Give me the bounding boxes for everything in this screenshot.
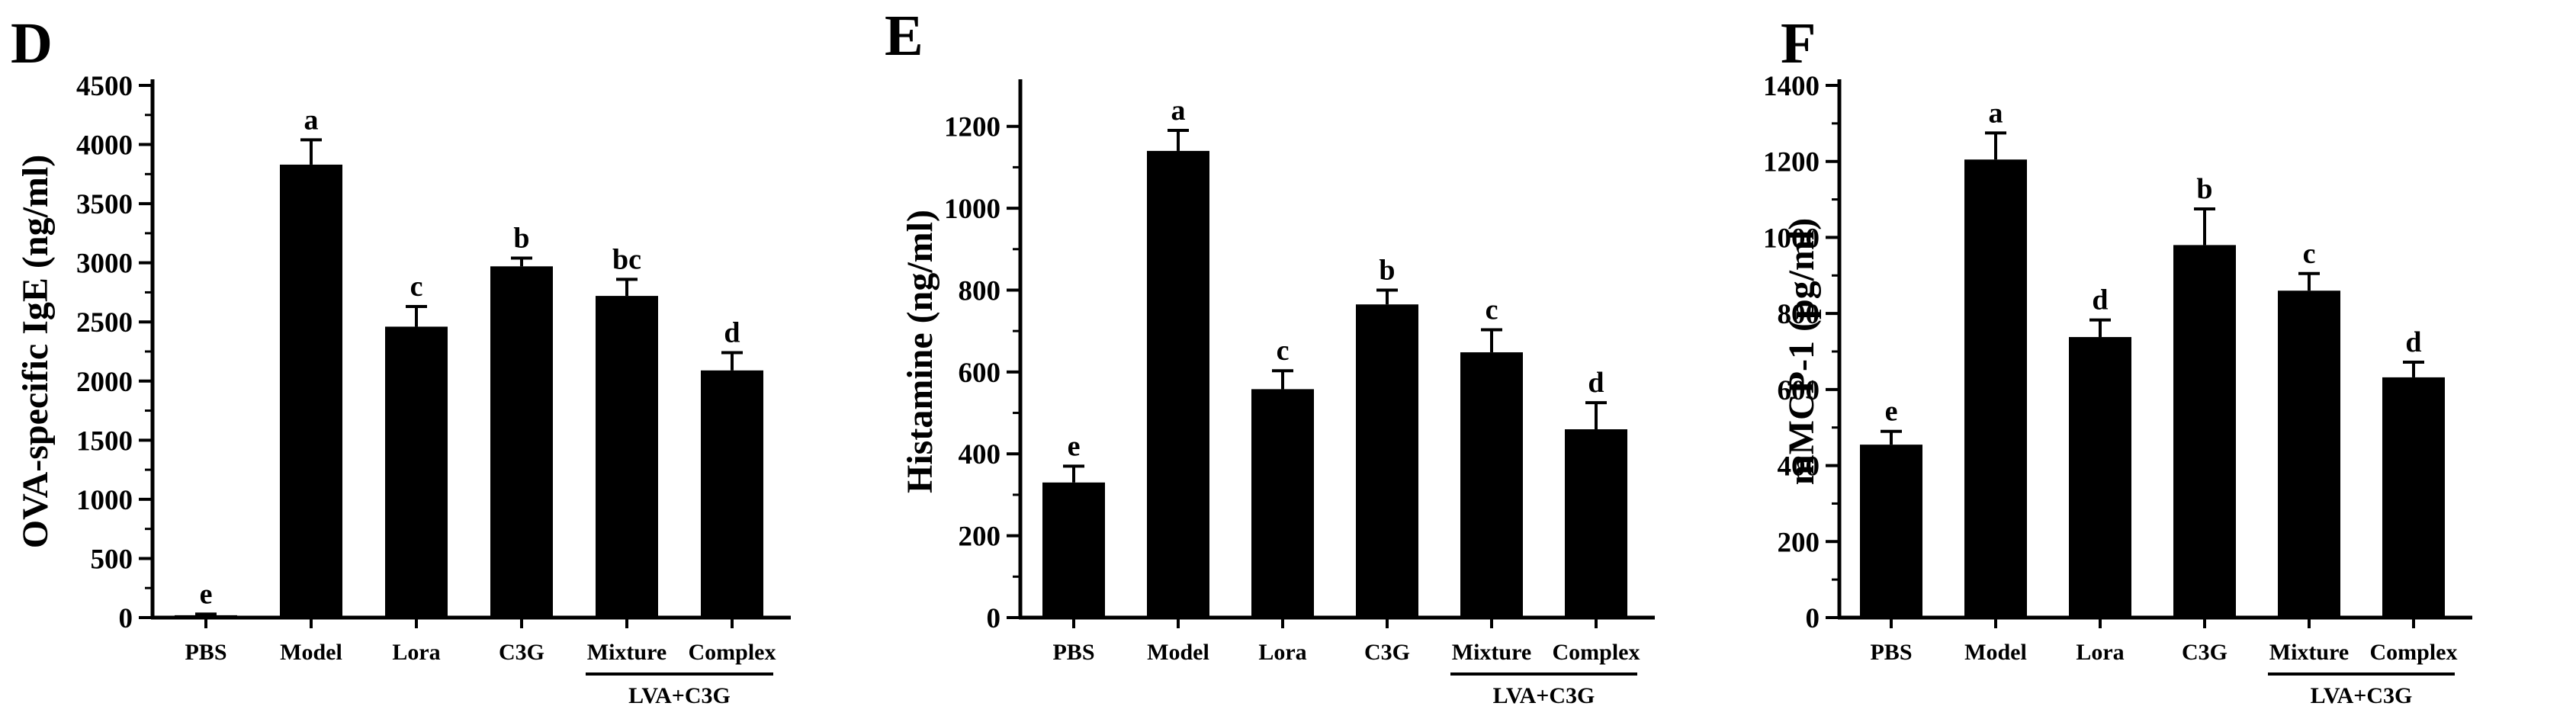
y-tick-label: 200	[1778, 527, 1820, 558]
bar	[1565, 429, 1627, 618]
panel-letter: D	[11, 11, 53, 75]
bar	[2382, 377, 2445, 618]
bar	[490, 266, 553, 618]
y-tick-label: 1000	[944, 194, 1001, 225]
x-tick-label: Complex	[689, 640, 776, 665]
y-tick-label: 3000	[76, 249, 133, 280]
significance-label: d	[724, 317, 740, 349]
bar	[280, 164, 342, 618]
significance-label: c	[1277, 335, 1290, 367]
y-tick-label: 1500	[76, 425, 133, 457]
x-tick-label: Mixture	[587, 640, 666, 665]
y-tick-label: 4500	[76, 71, 133, 102]
bar	[1251, 389, 1314, 618]
x-tick-label: Mixture	[2269, 640, 2349, 665]
bar	[2278, 290, 2340, 618]
y-tick-label: 1400	[1763, 71, 1820, 102]
bar	[1042, 482, 1105, 618]
y-axis-label: Histamine (ng/ml)	[900, 210, 940, 493]
y-axis-label: mMCP-1 (pg/ml)	[1781, 218, 1822, 486]
y-tick-label: 1000	[76, 485, 133, 516]
significance-label: e	[200, 578, 213, 610]
significance-label: b	[513, 222, 529, 254]
y-tick-label: 600	[1778, 375, 1820, 406]
significance-label: e	[1068, 430, 1081, 462]
x-tick-label: C3G	[499, 640, 544, 665]
group-label: LVA+C3G	[628, 683, 731, 708]
y-tick-label: 400	[1778, 451, 1820, 483]
significance-label: a	[1989, 97, 2003, 129]
y-axis-label: OVA-specific IgE (ng/ml)	[15, 155, 56, 548]
x-tick-label: Model	[1147, 640, 1209, 665]
x-tick-label: PBS	[1052, 640, 1094, 665]
significance-label: e	[1885, 396, 1898, 428]
y-tick-label: 600	[959, 358, 1001, 389]
significance-label: b	[1379, 254, 1395, 286]
y-tick-label: 800	[959, 275, 1001, 307]
x-tick-label: Lora	[2076, 640, 2124, 665]
group-label: LVA+C3G	[2311, 683, 2413, 708]
y-tick-label: 4000	[76, 130, 133, 162]
significance-label: b	[2196, 173, 2212, 205]
x-tick-label: PBS	[1870, 640, 1912, 665]
y-tick-label: 500	[91, 544, 133, 575]
y-tick-label: 0	[119, 603, 133, 634]
y-tick-label: 400	[959, 439, 1001, 470]
y-tick-label: 800	[1778, 299, 1820, 330]
x-tick-label: Model	[280, 640, 342, 665]
x-tick-label: C3G	[2182, 640, 2228, 665]
y-tick-label: 1200	[944, 112, 1001, 143]
x-tick-label: PBS	[185, 640, 226, 665]
bar	[1964, 159, 2027, 618]
significance-label: d	[1588, 367, 1604, 399]
significance-label: c	[2303, 238, 2316, 270]
bar	[385, 326, 448, 618]
y-tick-label: 2000	[76, 367, 133, 398]
significance-label: c	[1486, 294, 1498, 326]
bar	[1460, 352, 1523, 618]
y-tick-label: 200	[959, 522, 1001, 553]
bar	[596, 296, 658, 618]
x-tick-label: Mixture	[1452, 640, 1531, 665]
y-tick-label: 0	[987, 603, 1001, 634]
y-tick-label: 2500	[76, 307, 133, 339]
x-tick-label: Complex	[1553, 640, 1640, 665]
y-tick-label: 3500	[76, 189, 133, 220]
significance-label: c	[410, 271, 423, 303]
x-tick-label: C3G	[1364, 640, 1410, 665]
significance-label: d	[2092, 284, 2108, 316]
bar	[1860, 445, 1922, 618]
significance-label: a	[1171, 95, 1186, 127]
significance-label: d	[2405, 326, 2421, 358]
bar	[2173, 245, 2236, 618]
bar	[1147, 150, 1209, 618]
bar	[2069, 337, 2131, 618]
x-tick-label: Lora	[392, 640, 440, 665]
bar	[1356, 304, 1418, 618]
x-tick-label: Complex	[2370, 640, 2458, 665]
x-tick-label: Model	[1964, 640, 2027, 665]
bar	[175, 615, 237, 618]
y-tick-label: 1000	[1763, 223, 1820, 254]
panel-letter: E	[885, 4, 923, 68]
x-tick-label: Lora	[1258, 640, 1306, 665]
y-tick-label: 1200	[1763, 147, 1820, 178]
group-label: LVA+C3G	[1493, 683, 1595, 708]
bar	[701, 370, 763, 618]
panel-letter: F	[1781, 11, 1816, 75]
significance-label: bc	[612, 243, 641, 275]
significance-label: a	[304, 104, 319, 136]
y-tick-label: 0	[1806, 603, 1820, 634]
